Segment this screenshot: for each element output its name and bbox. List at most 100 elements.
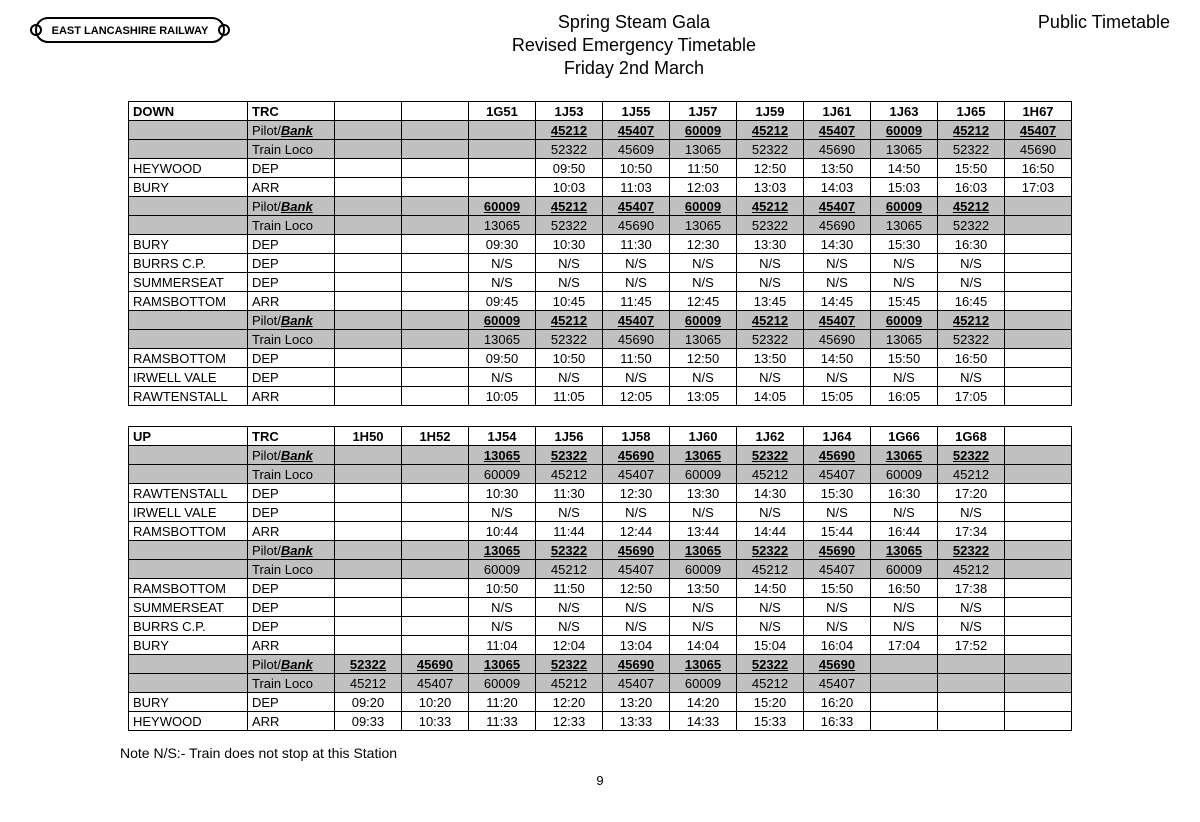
cell: 1J57	[670, 102, 737, 121]
cell: 16:30	[938, 235, 1005, 254]
table-row: Train Loco130655232245690130655232245690…	[129, 330, 1072, 349]
cell: 45212	[536, 311, 603, 330]
cell: 45212	[938, 465, 1005, 484]
cell: ARR	[248, 522, 335, 541]
cell: N/S	[938, 617, 1005, 636]
cell: 60009	[670, 560, 737, 579]
cell	[1005, 216, 1072, 235]
cell: 12:30	[670, 235, 737, 254]
cell: N/S	[871, 503, 938, 522]
cell: N/S	[871, 617, 938, 636]
cell: N/S	[737, 273, 804, 292]
cell	[335, 140, 402, 159]
cell: 13065	[469, 216, 536, 235]
cell	[871, 655, 938, 674]
cell: 11:50	[536, 579, 603, 598]
cell: 12:44	[603, 522, 670, 541]
table-row: BURRS C.P.DEPN/SN/SN/SN/SN/SN/SN/SN/S	[129, 254, 1072, 273]
cell: 17:04	[871, 636, 938, 655]
table-row: BURYARR11:0412:0413:0414:0415:0416:0417:…	[129, 636, 1072, 655]
cell: N/S	[469, 598, 536, 617]
table-row: Pilot/Bank452124540760009452124540760009…	[129, 121, 1072, 140]
cell: BURY	[129, 235, 248, 254]
cell	[1005, 579, 1072, 598]
cell: 45212	[335, 674, 402, 693]
table-row: RAWTENSTALLARR10:0511:0512:0513:0514:051…	[129, 387, 1072, 406]
cell	[469, 159, 536, 178]
cell: N/S	[469, 503, 536, 522]
cell: 60009	[670, 465, 737, 484]
cell: 11:50	[670, 159, 737, 178]
cell	[1005, 427, 1072, 446]
cell	[335, 617, 402, 636]
cell: 45212	[938, 560, 1005, 579]
cell: 52322	[938, 446, 1005, 465]
table-row: BURYARR10:0311:0312:0313:0314:0315:0316:…	[129, 178, 1072, 197]
cell: N/S	[938, 368, 1005, 387]
table-row: SUMMERSEATDEPN/SN/SN/SN/SN/SN/SN/SN/S	[129, 598, 1072, 617]
cell: Pilot/Bank	[248, 655, 335, 674]
cell	[938, 674, 1005, 693]
cell	[469, 178, 536, 197]
cell	[335, 311, 402, 330]
cell: N/S	[603, 254, 670, 273]
cell: 15:45	[871, 292, 938, 311]
cell: 09:20	[335, 693, 402, 712]
cell: 45690	[603, 655, 670, 674]
cell: 45690	[804, 655, 871, 674]
cell: 13065	[670, 446, 737, 465]
cell: 52322	[737, 446, 804, 465]
cell: 60009	[871, 465, 938, 484]
cell: DEP	[248, 598, 335, 617]
cell: 15:30	[871, 235, 938, 254]
cell: 45212	[938, 311, 1005, 330]
cell: Train Loco	[248, 560, 335, 579]
table-row: Train Loco523224560913065523224569013065…	[129, 140, 1072, 159]
cell	[129, 216, 248, 235]
cell: DEP	[248, 349, 335, 368]
cell	[1005, 235, 1072, 254]
cell	[1005, 522, 1072, 541]
cell: 10:33	[402, 712, 469, 731]
cell: 14:05	[737, 387, 804, 406]
cell	[402, 330, 469, 349]
table-row: IRWELL VALEDEPN/SN/SN/SN/SN/SN/SN/SN/S	[129, 368, 1072, 387]
cell: 60009	[469, 197, 536, 216]
cell: 1J62	[737, 427, 804, 446]
cell: 1J64	[804, 427, 871, 446]
cell	[469, 121, 536, 140]
cell	[129, 655, 248, 674]
table-row: RAMSBOTTOMARR09:4510:4511:4512:4513:4514…	[129, 292, 1072, 311]
cell: DEP	[248, 254, 335, 273]
cell: 60009	[871, 121, 938, 140]
cell: BURRS C.P.	[129, 617, 248, 636]
cell	[1005, 292, 1072, 311]
cell: 60009	[871, 560, 938, 579]
cell: N/S	[871, 273, 938, 292]
cell: N/S	[737, 617, 804, 636]
cell	[402, 446, 469, 465]
cell: 14:04	[670, 636, 737, 655]
cell: 1H52	[402, 427, 469, 446]
cell: 14:20	[670, 693, 737, 712]
cell: HEYWOOD	[129, 712, 248, 731]
cell: 11:30	[603, 235, 670, 254]
cell: 52322	[938, 330, 1005, 349]
cell: Train Loco	[248, 330, 335, 349]
cell	[1005, 617, 1072, 636]
cell	[938, 712, 1005, 731]
cell	[402, 121, 469, 140]
cell: N/S	[670, 254, 737, 273]
cell: N/S	[603, 617, 670, 636]
cell: 60009	[469, 311, 536, 330]
cell: 52322	[737, 140, 804, 159]
cell: 16:30	[871, 484, 938, 503]
cell: 52322	[536, 140, 603, 159]
cell: 17:38	[938, 579, 1005, 598]
cell: 16:05	[871, 387, 938, 406]
table-row: UPTRC1H501H521J541J561J581J601J621J641G6…	[129, 427, 1072, 446]
cell: 10:30	[536, 235, 603, 254]
cell: Train Loco	[248, 216, 335, 235]
cell: ARR	[248, 712, 335, 731]
table-row: DOWNTRC1G511J531J551J571J591J611J631J651…	[129, 102, 1072, 121]
